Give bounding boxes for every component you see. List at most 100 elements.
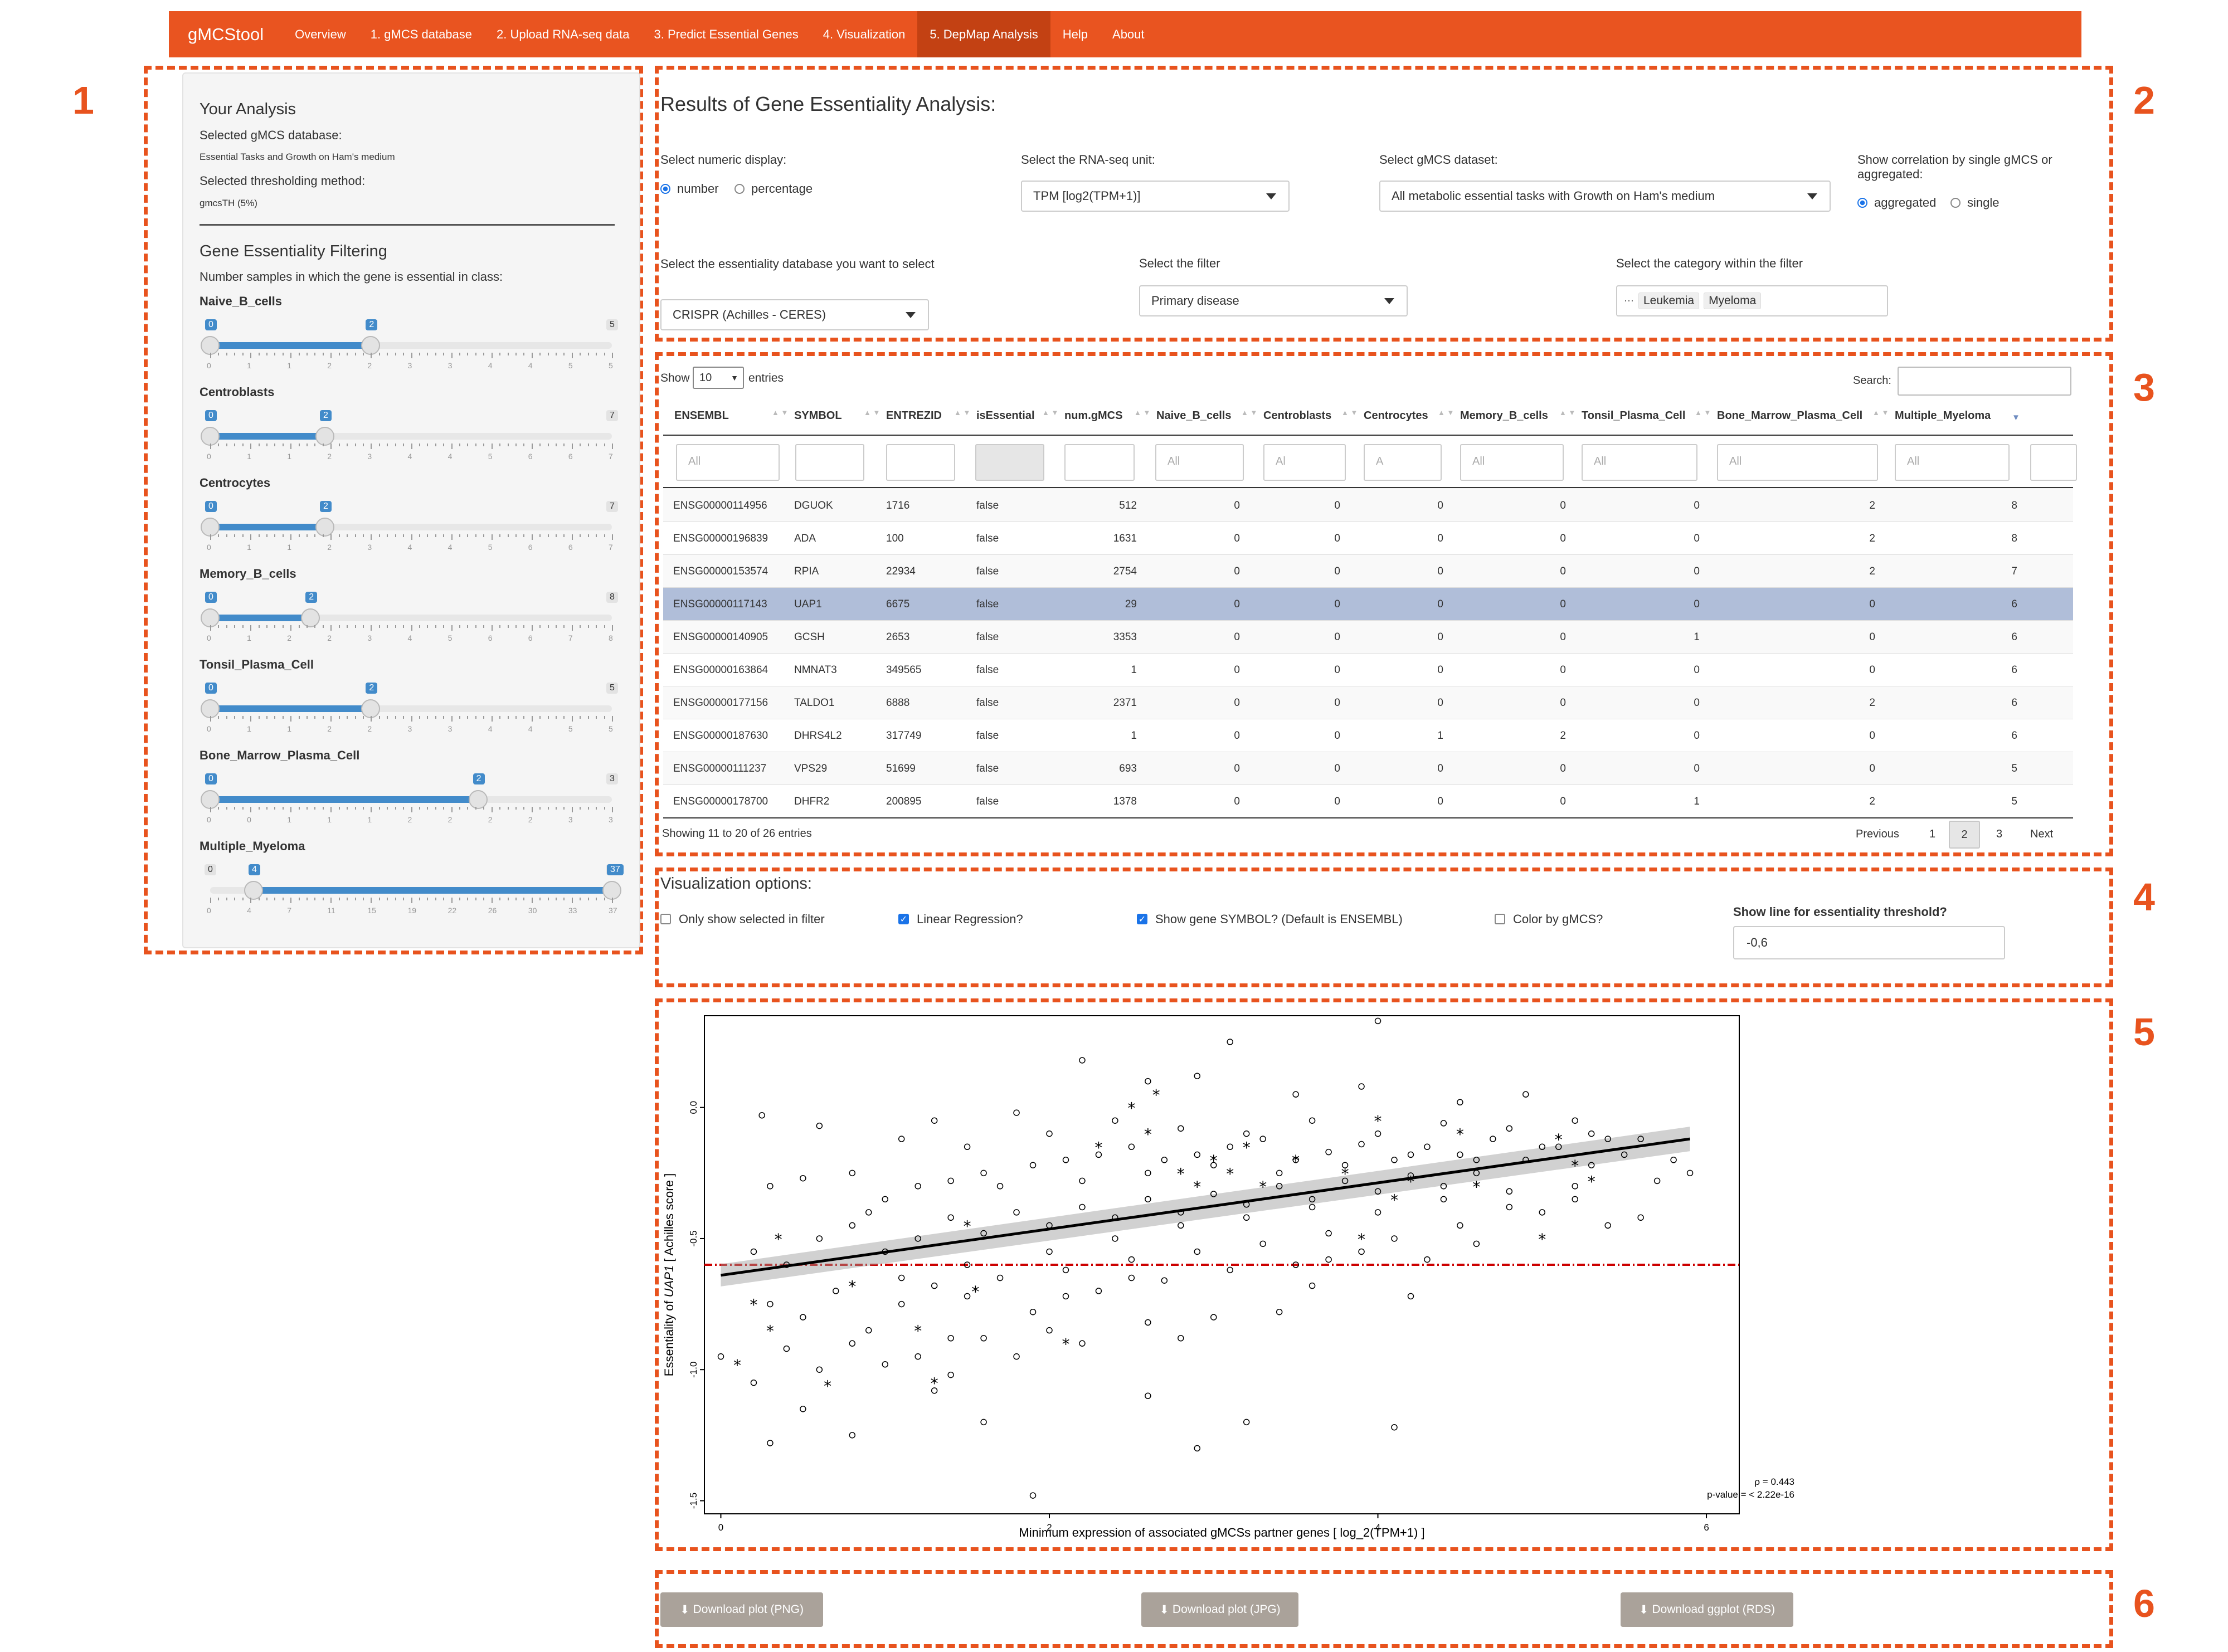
column-filter-input[interactable]: All	[1155, 444, 1244, 481]
table-row[interactable]: ENSG00000114956 DGUOK 1716 false 512 0 0 0 0 0 2 8	[663, 489, 2073, 522]
column-filter-input[interactable]	[2030, 444, 2077, 481]
slider-handle-from[interactable]	[201, 336, 220, 355]
slider-handle-to[interactable]	[301, 608, 320, 627]
sort-icon[interactable]: ▲ ▼	[1438, 408, 1454, 417]
table-cell: 0	[1234, 763, 1240, 774]
sort-icon[interactable]: ▲ ▼	[1872, 408, 1889, 417]
slider-handle-to[interactable]	[468, 790, 488, 809]
column-filter-input[interactable]: All	[1895, 444, 2010, 481]
essentiality-db-select[interactable]: CRISPR (Achilles - CERES)	[660, 299, 929, 330]
column-header[interactable]: Naive_B_cells	[1156, 410, 1232, 422]
download-jpg-button[interactable]: ⬇ Download plot (JPG)	[1141, 1592, 1298, 1627]
nav-help[interactable]: Help	[1062, 27, 1088, 41]
radio-number[interactable]	[660, 184, 670, 194]
column-header[interactable]: Tonsil_Plasma_Cell	[1582, 410, 1686, 422]
slider-handle-from[interactable]	[201, 518, 220, 537]
checkbox-linear-regression[interactable]: ✓	[898, 914, 909, 924]
filter-select[interactable]: Primary disease	[1139, 285, 1408, 316]
nav-upload-rnaseq[interactable]: 2. Upload RNA-seq data	[497, 27, 630, 41]
column-header[interactable]: Bone_Marrow_Plasma_Cell	[1717, 410, 1863, 422]
sort-icon[interactable]: ▲ ▼	[1341, 408, 1358, 417]
gmcs-dataset-select[interactable]: All metabolic essential tasks with Growt…	[1379, 181, 1831, 212]
brand-logo[interactable]: gMCStool	[188, 24, 264, 44]
checkbox-color-by-gmcs[interactable]	[1495, 914, 1505, 924]
category-tag-myeloma[interactable]: Myeloma	[1704, 293, 1762, 309]
points-layer: * * * * * * * * * * * * * * * * * * * * * * * * * * * * * * * * *	[717, 1017, 1694, 1499]
slider-tick-label: 7	[568, 633, 573, 642]
pager-page-3[interactable]: 3	[1996, 828, 2003, 840]
slider-handle-to[interactable]	[315, 427, 334, 446]
column-header[interactable]: Centrocytes	[1364, 410, 1428, 422]
table-row[interactable]: ENSG00000196839 ADA 100 false 1631 0 0 0 0 0 2 8	[663, 522, 2073, 555]
nav-depmap-analysis[interactable]: 5. DepMap Analysis	[917, 11, 1050, 57]
column-filter-input[interactable]: A	[1364, 444, 1442, 481]
radio-single[interactable]	[1950, 198, 1961, 208]
page-length-select[interactable]: 10 ▼	[693, 367, 744, 389]
rnaseq-unit-select[interactable]: TPM [log2(TPM+1)]	[1021, 181, 1290, 212]
threshold-input[interactable]: -0,6	[1733, 926, 2005, 959]
download-png-button[interactable]: ⬇ Download plot (PNG)	[660, 1592, 823, 1627]
column-filter-input[interactable]	[886, 444, 955, 481]
sort-icon[interactable]: ▲ ▼	[1241, 408, 1258, 417]
sort-icon[interactable]: ▲ ▼	[1042, 408, 1059, 417]
sort-icon[interactable]: ▲ ▼	[772, 408, 789, 417]
category-tag-leukemia[interactable]: Leukemia	[1638, 293, 1700, 309]
sort-icon[interactable]: ▲ ▼	[954, 408, 971, 417]
nav-about[interactable]: About	[1112, 27, 1145, 41]
table-row[interactable]: ENSG00000111237 VPS29 51699 false 693 0 0 0 0 0 0 5	[663, 752, 2073, 785]
column-header[interactable]: ENTREZID	[886, 410, 942, 422]
column-header[interactable]: SYMBOL	[794, 410, 842, 422]
slider-handle-to[interactable]	[602, 881, 621, 900]
table-row[interactable]: ENSG00000163864 NMNAT3 349565 false 1 0 0 0 0 0 0 6	[663, 653, 2073, 686]
table-row[interactable]: ENSG00000178700 DHFR2 200895 false 1378 0 0 0 0 1…	[663, 784, 2073, 818]
pager-page-1[interactable]: 1	[1929, 828, 1936, 840]
column-filter-input[interactable]	[975, 444, 1044, 481]
column-header[interactable]: isEssential	[976, 410, 1035, 422]
nav-predict-essential-genes[interactable]: 3. Predict Essential Genes	[654, 27, 799, 41]
column-header[interactable]: Memory_B_cells	[1460, 410, 1548, 422]
slider-handle-from[interactable]	[201, 608, 220, 627]
checkbox-show-symbol[interactable]: ✓	[1137, 914, 1147, 924]
sort-icon[interactable]: ▲ ▼	[1134, 408, 1151, 417]
column-header[interactable]: Centroblasts	[1263, 410, 1332, 422]
sort-icon[interactable]: ▲ ▼	[1695, 408, 1711, 417]
nav-overview[interactable]: Overview	[295, 27, 346, 41]
sort-desc-icon[interactable]: ▼	[2012, 413, 2020, 422]
search-input[interactable]	[1898, 367, 2071, 396]
slider-handle-from[interactable]	[201, 427, 220, 446]
filter-value: Primary disease	[1151, 294, 1239, 308]
pager-next[interactable]: Next	[2030, 828, 2054, 840]
column-header[interactable]: num.gMCS	[1064, 410, 1123, 422]
table-row[interactable]: ENSG00000187630 DHRS4L2 317749 false 1 0 0 1 2 0 0…	[663, 719, 2073, 752]
table-row[interactable]: ENSG00000153574 RPIA 22934 false 2754 0 0 0 0 0 2 7	[663, 554, 2073, 588]
table-row[interactable]: ENSG00000177156 TALDO1 6888 false 2371 0 0 0 0 0 2…	[663, 686, 2073, 719]
column-header[interactable]: ENSEMBL	[674, 410, 729, 422]
column-filter-input[interactable]: All	[1460, 444, 1564, 481]
column-filter-input[interactable]	[1064, 444, 1135, 481]
pager-page-2[interactable]: 2	[1949, 821, 1980, 849]
column-header[interactable]: Multiple_Myeloma	[1895, 410, 1991, 422]
radio-percentage[interactable]	[734, 184, 745, 194]
column-filter-input[interactable]: All	[676, 444, 780, 481]
checkbox-only-selected[interactable]	[660, 914, 671, 924]
slider-handle-to[interactable]	[361, 336, 381, 355]
nav-visualization[interactable]: 4. Visualization	[823, 27, 906, 41]
table-cell: 349565	[886, 664, 922, 676]
slider-handle-from[interactable]	[244, 881, 263, 900]
pager-previous[interactable]: Previous	[1856, 828, 1899, 840]
sort-icon[interactable]: ▲ ▼	[864, 408, 881, 417]
table-row[interactable]: ENSG00000117143 UAP1 6675 false 29 0 0 0 0 0 0 6	[663, 587, 2073, 621]
nav-gmcs-database[interactable]: 1. gMCS database	[370, 27, 473, 41]
slider-handle-to[interactable]	[315, 518, 334, 537]
column-filter-input[interactable]	[795, 444, 864, 481]
column-filter-input[interactable]: Al	[1263, 444, 1346, 481]
sort-icon[interactable]: ▲ ▼	[1559, 408, 1576, 417]
radio-aggregated[interactable]	[1857, 198, 1867, 208]
slider-handle-from[interactable]	[201, 790, 220, 809]
column-filter-input[interactable]: All	[1582, 444, 1697, 481]
table-row[interactable]: ENSG00000140905 GCSH 2653 false 3353 0 0 0 0 1 0 6	[663, 620, 2073, 654]
download-rds-button[interactable]: ⬇ Download ggplot (RDS)	[1621, 1592, 1793, 1627]
column-filter-input[interactable]: All	[1717, 444, 1878, 481]
slider-handle-from[interactable]	[201, 699, 220, 718]
category-multiselect[interactable]: ⋯ Leukemia Myeloma	[1616, 285, 1888, 316]
